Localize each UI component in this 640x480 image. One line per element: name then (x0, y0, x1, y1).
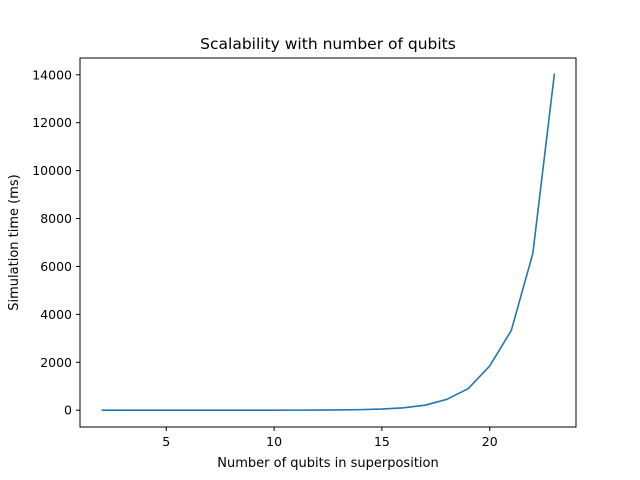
chart-title: Scalability with number of qubits (200, 35, 456, 53)
y-axis-ticks: 0 2000 4000 6000 8000 10000 12000 14000 (32, 67, 80, 418)
y-tick-label: 4000 (40, 307, 72, 322)
x-tick-label: 10 (266, 434, 282, 449)
y-tick-label: 12000 (32, 115, 72, 130)
x-tick-label: 15 (374, 434, 390, 449)
x-axis-ticks: 5 10 15 20 (162, 427, 498, 449)
axes-frame (79, 57, 577, 428)
x-tick-label: 20 (482, 434, 498, 449)
y-tick-label: 6000 (40, 259, 72, 274)
series-line-0 (101, 73, 556, 412)
x-tick-label: 5 (162, 434, 170, 449)
y-tick-label: 10000 (32, 163, 72, 178)
y-tick-label: 8000 (40, 211, 72, 226)
y-tick-label: 2000 (40, 355, 72, 370)
x-axis-label: Number of qubits in superposition (217, 456, 438, 471)
y-tick-label: 0 (64, 403, 72, 418)
y-axis-label: Simulation time (ms) (7, 174, 22, 310)
y-tick-label: 14000 (32, 67, 72, 82)
series-layer (101, 73, 556, 412)
